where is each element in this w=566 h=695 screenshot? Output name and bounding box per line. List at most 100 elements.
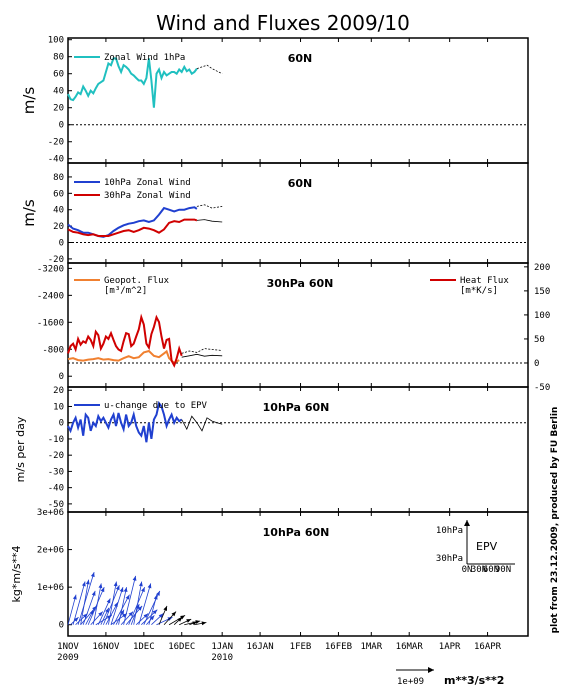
y-tick-label: 3e+06	[37, 508, 64, 518]
y-tick-label: 1e+06	[37, 583, 64, 593]
y-tick-label: 20	[53, 104, 64, 114]
series-extension-line	[181, 415, 223, 432]
y-tick-label: 0	[59, 372, 64, 382]
scale-bar: 1e+09 m**3/s**2	[396, 667, 504, 687]
x-tick-label: 16APR	[474, 642, 502, 652]
x-tick-label: 1DEC	[133, 642, 155, 652]
y-tick-label: -40	[48, 484, 64, 494]
epv-vector-head	[177, 617, 183, 622]
epv-vector	[72, 581, 86, 625]
epv-vector	[133, 581, 143, 625]
series-line	[67, 313, 183, 368]
epv-vector	[143, 590, 161, 625]
inset-x-label: 0N	[462, 565, 473, 575]
y-tick-label-right: 150	[534, 287, 550, 297]
x-axis: 1NOV 16NOV 1DEC 16DEC 1JAN 16JAN 1FEB 16FEB 1MAR…	[57, 642, 502, 663]
panel-label: 60N	[288, 52, 313, 65]
panel-label: 10hPa 60N	[263, 401, 330, 414]
series-extension-line	[196, 64, 223, 75]
epv-vector-head	[171, 611, 177, 617]
epv-vector	[67, 594, 77, 625]
inset-x-label: 60N	[483, 565, 499, 575]
y-tick-label: 80	[53, 173, 64, 183]
series-line	[67, 206, 198, 238]
panel-2: 80 60 40 20 0 -20 m/s 60N 10hPa Zonal Wind 30hPa …	[20, 162, 529, 265]
panel-label: 30hPa 60N	[267, 277, 334, 290]
epv-vector-head	[73, 617, 79, 622]
panel-1: 100 80 60 40 20 0 -20 -40 m/s 60N Zonal Wind 1hPa	[20, 36, 529, 165]
panel-4: 20 10 0 -10 -20 -30 -40 -50 m/s per day 10hPa 60N…	[14, 386, 529, 513]
epv-vector-head	[180, 615, 186, 620]
y-axis-label: m/s	[20, 199, 38, 227]
y-tick-label: -20	[48, 138, 64, 148]
y-tick-label: -10	[48, 435, 64, 445]
epv-vector-head	[123, 587, 128, 593]
panel-5: 3e+06 2e+06 1e+06 0 kg*m/s**4 10hPa 60N EPV 10h…	[10, 508, 529, 637]
epv-vector-head	[114, 602, 118, 608]
epv-vector-head	[113, 581, 118, 587]
y-tick-label: -20	[48, 255, 64, 265]
epv-vector	[103, 585, 120, 625]
y-tick-label: -20	[48, 451, 64, 461]
epv-vector-head	[147, 583, 152, 589]
y-tick-label: 60	[53, 70, 64, 80]
y-tick-label: 0	[59, 239, 64, 249]
y-tick-label-right: 50	[534, 335, 545, 345]
inset-y-label: 30hPa	[436, 554, 463, 564]
y-tick-label: 40	[53, 87, 64, 97]
legend-unit: [m³/m^2]	[104, 286, 147, 296]
y-tick-label: -1600	[37, 318, 64, 328]
y-tick-label-right: 0	[534, 359, 539, 369]
series-extension-line	[181, 353, 223, 358]
scale-bar-arrowhead	[428, 667, 434, 673]
x-tick-label: 1FEB	[290, 642, 312, 652]
y-tick-label: 20	[53, 386, 64, 396]
epv-vector-head	[158, 613, 164, 619]
epv-vector-head	[156, 590, 160, 596]
epv-vector-head	[152, 609, 158, 615]
epv-vector-head	[82, 613, 88, 619]
x-tick-label: 16MAR	[396, 642, 424, 652]
epv-vector	[138, 583, 152, 625]
y-tick-label: 2e+06	[37, 546, 64, 556]
y-tick-label: 40	[53, 206, 64, 216]
x-tick-label: 16JAN	[247, 642, 274, 652]
y-axis-label: kg*m/s**4	[10, 545, 23, 602]
series-extension-line	[181, 348, 223, 354]
panel-3: -3200 -2400 -1600 -800 0 200 150 100 50 0 -50 30hPa…	[37, 262, 550, 393]
y-tick-label-right: -50	[534, 383, 550, 393]
y-tick-label: -3200	[37, 264, 64, 274]
y-tick-label: -30	[48, 467, 64, 477]
epv-vector-head	[135, 604, 140, 610]
inset-x-label: 30N	[471, 565, 487, 575]
series-line	[67, 400, 183, 443]
y-tick-label: 100	[48, 36, 64, 46]
series-extension-line	[196, 219, 223, 223]
series-line	[67, 57, 198, 108]
y-tick-label: 60	[53, 189, 64, 199]
x-tick-label: 16DEC	[168, 642, 195, 652]
inset-x-label: 90N	[495, 565, 511, 575]
y-tick-label: 10	[53, 402, 64, 412]
x-tick-label: 1NOV	[57, 642, 79, 652]
epv-vector-head	[119, 587, 124, 593]
epv-vector-head	[106, 598, 111, 604]
epv-vector-head	[92, 605, 97, 611]
y-tick-label: 80	[53, 53, 64, 63]
y-tick-label: 0	[59, 121, 64, 131]
inset-arrowhead	[464, 520, 470, 526]
series-line	[67, 218, 198, 237]
epv-vector	[77, 572, 95, 625]
y-axis-label: m/s per day	[14, 416, 27, 482]
y-tick-label: -50	[48, 500, 64, 510]
inset-title: EPV	[476, 540, 498, 553]
x-tick-label: 1MAR	[360, 642, 382, 652]
epv-vector-head	[98, 583, 103, 589]
epv-vector-head	[81, 581, 86, 587]
y-tick-label: -2400	[37, 291, 64, 301]
x-tick-label: 16FEB	[325, 642, 352, 652]
epv-vector-head	[153, 594, 158, 600]
epv-vector-head	[143, 613, 149, 619]
